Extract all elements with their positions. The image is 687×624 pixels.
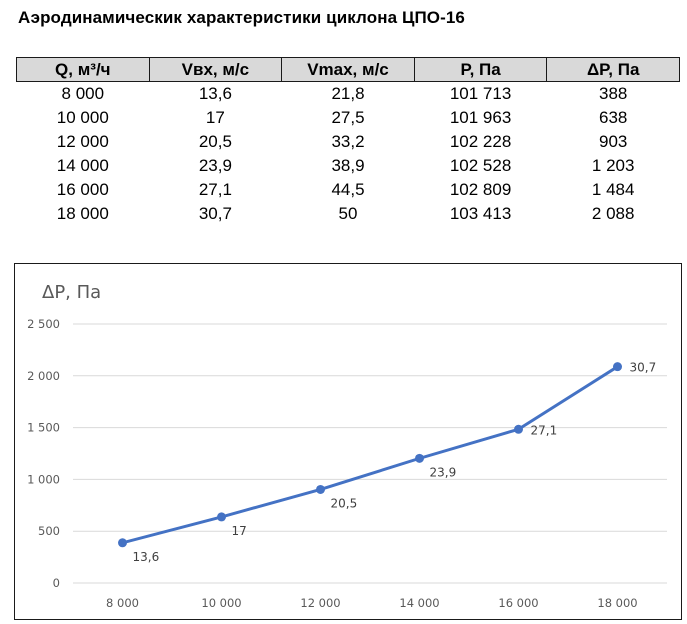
table-cell: 21,8: [331, 84, 365, 103]
y-axis-title: ΔP, Па: [42, 282, 101, 303]
table-header-row: Q, м³/ч Vвх, м/с Vmax, м/с P, Па ΔP, Па: [16, 57, 680, 82]
table-cell: 638: [599, 108, 628, 127]
table-cell: 38,9: [331, 156, 365, 175]
table-row: 14 000 23,9 38,9 102 528 1 203: [17, 154, 680, 178]
y-tick-label: 1 500: [27, 421, 60, 435]
y-tick-label: 500: [38, 524, 60, 538]
series-line: [122, 365, 619, 545]
y-tick-label: 0: [53, 576, 60, 590]
table-cell: 101 963: [449, 108, 512, 127]
header-vin: Vвх, м/с: [148, 57, 283, 82]
table-row: 8 000 13,6 21,8 101 713 388: [17, 82, 680, 107]
table-cell: 23,9: [198, 156, 232, 175]
table-cell: 1 484: [591, 180, 635, 199]
table-cell: 30,7: [198, 204, 232, 223]
table-row: 16 000 27,1 44,5 102 809 1 484: [17, 178, 680, 202]
table-cell: 103 413: [449, 204, 512, 223]
table-row: 18 000 30,7 50 103 413 2 088: [17, 202, 680, 226]
header-q: Q, м³/ч: [16, 57, 150, 82]
data-point-marker: [217, 512, 226, 522]
data-point-marker: [118, 538, 127, 548]
y-tick-label: 1 000: [27, 472, 60, 486]
table-cell: 903: [599, 132, 628, 151]
table-cell: 12 000: [56, 132, 109, 151]
x-tick-label: 10 000: [201, 596, 241, 610]
y-tick-label: 2 500: [27, 317, 60, 331]
pressure-drop-chart: ΔP, Па 0 500 1 000 1 500 2 000 2 500 8 000 10 00…: [14, 263, 682, 620]
table-cell: 388: [599, 84, 628, 103]
table-row: 12 000 20,5 33,2 102 228 903: [17, 130, 680, 154]
table-cell: 20,5: [198, 132, 232, 151]
data-label: 30,7: [630, 361, 657, 375]
table-cell: 102 528: [449, 156, 512, 175]
table-cell: 13,6: [198, 84, 232, 103]
data-label: 27,1: [531, 423, 558, 437]
table-row: 10 000 17 27,5 101 963 638: [17, 106, 680, 130]
table-cell: 2 088: [591, 204, 635, 223]
data-label: 13,6: [133, 550, 160, 564]
table-cell: 8 000: [61, 84, 105, 103]
data-point-marker: [415, 453, 424, 463]
page-title: Аэродинамическик характеристики циклона …: [18, 8, 465, 27]
x-tick-label: 16 000: [498, 596, 538, 610]
cyclone-data-table: Q, м³/ч Vвх, м/с Vmax, м/с P, Па ΔP, Па …: [16, 57, 680, 226]
data-label: 20,5: [331, 496, 358, 510]
data-point-marker: [316, 484, 325, 494]
table-cell: 27,1: [198, 180, 232, 199]
data-label: 23,9: [430, 465, 457, 479]
x-tick-label: 8 000: [106, 596, 139, 610]
table-cell: 44,5: [331, 180, 365, 199]
x-tick-label: 18 000: [597, 596, 637, 610]
table-cell: 27,5: [331, 108, 365, 127]
table-cell: 102 809: [449, 180, 512, 199]
header-vmax: Vmax, м/с: [281, 57, 415, 82]
line-chart-svg: ΔP, Па 0 500 1 000 1 500 2 000 2 500 8 000 10 00…: [27, 282, 667, 610]
data-label: 17: [232, 524, 247, 538]
x-tick-label: 14 000: [399, 596, 439, 610]
table-cell: 17: [205, 108, 225, 127]
y-tick-label: 2 000: [27, 369, 60, 383]
header-dp: ΔP, Па: [546, 57, 680, 82]
table-cell: 101 713: [449, 84, 512, 103]
header-p: P, Па: [413, 57, 548, 82]
table-cell: 33,2: [331, 132, 365, 151]
table-cell: 1 203: [591, 156, 635, 175]
x-tick-label: 12 000: [300, 596, 340, 610]
table-cell: 18 000: [56, 204, 109, 223]
data-point-marker: [613, 362, 622, 372]
table-cell: 102 228: [449, 132, 512, 151]
table-cell: 14 000: [56, 156, 109, 175]
table-cell: 10 000: [56, 108, 109, 127]
table-cell: 50: [338, 204, 358, 223]
data-point-marker: [514, 424, 523, 434]
table-cell: 16 000: [56, 180, 109, 199]
